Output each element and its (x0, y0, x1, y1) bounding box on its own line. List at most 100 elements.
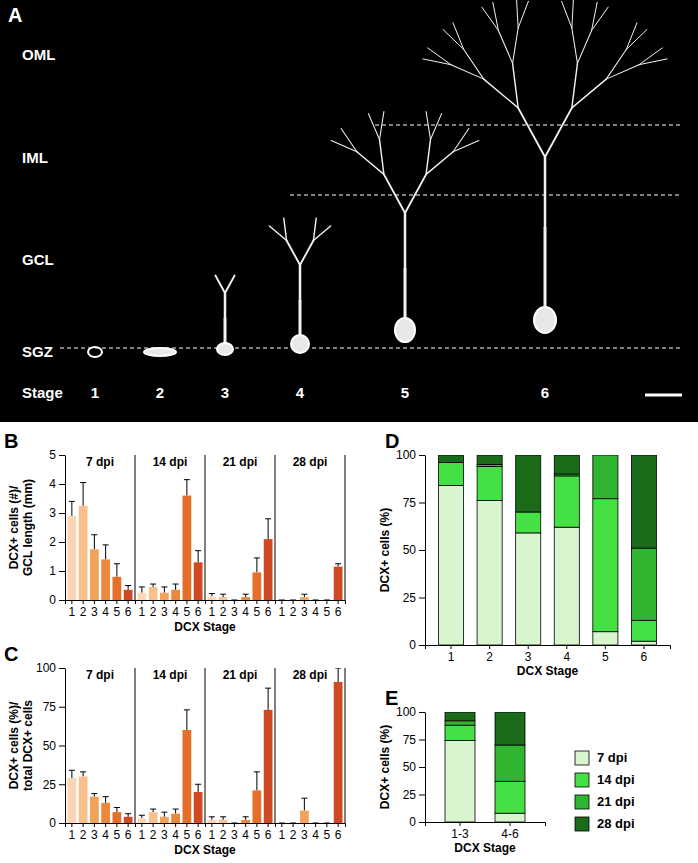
error-bar (116, 808, 117, 813)
bar (289, 600, 298, 601)
y-axis-title: DCX+ cells (%)/ (7, 701, 21, 789)
dendrite (513, 63, 519, 107)
bar (207, 820, 216, 823)
dendrite (426, 112, 430, 140)
y-tick-label: 100 (396, 705, 416, 719)
bar (241, 820, 250, 823)
facet-separator (275, 455, 276, 600)
dendrite (430, 114, 441, 140)
dendrite (269, 226, 286, 240)
x-tick: 1 (69, 600, 76, 619)
x-tick-label: 1 (209, 605, 216, 619)
x-axis-line (206, 824, 276, 828)
legend-swatch (575, 817, 589, 831)
panel-label: A (8, 4, 22, 26)
facet-separator (345, 668, 346, 823)
y-tick-mark (419, 550, 425, 551)
x-tick-label: 1 (139, 605, 146, 619)
x-tick-label: 4 (102, 828, 109, 842)
y-tick-label: 25 (43, 778, 57, 792)
x-tick-mark (94, 823, 95, 827)
x-tick-label: 5 (254, 828, 261, 842)
x-tick-mark (94, 600, 95, 604)
x-tick: 4-6 (501, 822, 519, 841)
x-tick-label: 3 (91, 828, 98, 842)
bar (322, 600, 331, 601)
facet-title: 7 dpi (86, 668, 114, 682)
x-axis-title: DCX Stage (454, 841, 516, 855)
x-tick-label: 4 (242, 828, 249, 842)
x-tick-mark (164, 600, 165, 604)
y-tick-label: 2 (49, 535, 56, 549)
x-tick-label: 1 (139, 828, 146, 842)
x-tick-label: 3 (161, 828, 168, 842)
dendrite (299, 265, 302, 300)
y-tick: 25 (43, 778, 65, 792)
x-tick-mark (83, 823, 84, 827)
error-cap (209, 816, 215, 817)
y-tick: 50 (43, 739, 65, 753)
x-tick-label: 6 (265, 828, 272, 842)
y-axis-title: DCX+ cells (%) (378, 508, 392, 592)
x-tick: 6 (195, 600, 202, 619)
x-tick: 2 (80, 823, 87, 842)
y-tick-mark (59, 571, 65, 572)
error-bar (83, 772, 84, 777)
x-tick-mark (128, 600, 129, 604)
x-tick: 4 (102, 600, 109, 619)
x-axis-line (136, 601, 206, 605)
dendrite (300, 240, 313, 265)
dendrite (443, 30, 464, 50)
error-bar (71, 770, 72, 778)
bar-segment (593, 632, 618, 645)
legend-swatch (575, 795, 589, 809)
x-tick-label: 1 (69, 605, 76, 619)
legend-swatch (575, 751, 589, 765)
dendrite (428, 48, 451, 65)
x-tick-mark (198, 600, 199, 604)
x-axis: 123456 (206, 600, 276, 619)
dendrite (572, 0, 574, 28)
x-tick-mark (256, 600, 257, 604)
cell (269, 218, 330, 353)
x-tick: 4 (563, 645, 570, 664)
error-bar (105, 545, 106, 560)
x-tick-mark (153, 823, 154, 827)
dendrite (426, 139, 430, 174)
y-tick-label: 75 (403, 733, 417, 747)
x-tick: 1 (209, 823, 216, 842)
bar (137, 818, 146, 823)
y-axis-line (65, 669, 66, 824)
bar (182, 730, 191, 823)
error-cap (150, 584, 156, 585)
bar-segment (516, 533, 541, 645)
bar (101, 803, 110, 823)
dendrite (368, 114, 379, 140)
y-tick-label: 0 (49, 816, 56, 830)
panel-a: AOMLIMLGCLSGZStage123456 (0, 0, 698, 422)
dendrite (224, 293, 227, 318)
x-axis-title: DCX Stage (174, 843, 236, 857)
cell (331, 112, 479, 342)
x-tick-mark (153, 600, 154, 604)
x-tick-label: 2 (220, 605, 227, 619)
bar (79, 777, 88, 824)
dendrite (215, 275, 225, 293)
x-tick-mark (71, 600, 72, 604)
x-tick: 3 (161, 600, 168, 619)
y-axis-title: total DCX+ cells (21, 700, 35, 791)
x-axis: 123456 (136, 823, 206, 842)
error-cap (69, 501, 75, 502)
legend-label: 28 dpi (597, 816, 635, 831)
y-tick-mark (59, 542, 65, 543)
x-tick-label: 1-3 (451, 827, 469, 841)
bar (230, 823, 239, 824)
cells (88, 0, 667, 357)
x-tick: 5 (254, 823, 261, 842)
error-cap (301, 798, 307, 799)
error-cap (220, 816, 226, 817)
error-bar (128, 586, 129, 590)
x-tick: 2 (220, 600, 227, 619)
x-tick-label: 5 (254, 605, 261, 619)
y-axis: 0255075100 (396, 448, 426, 652)
